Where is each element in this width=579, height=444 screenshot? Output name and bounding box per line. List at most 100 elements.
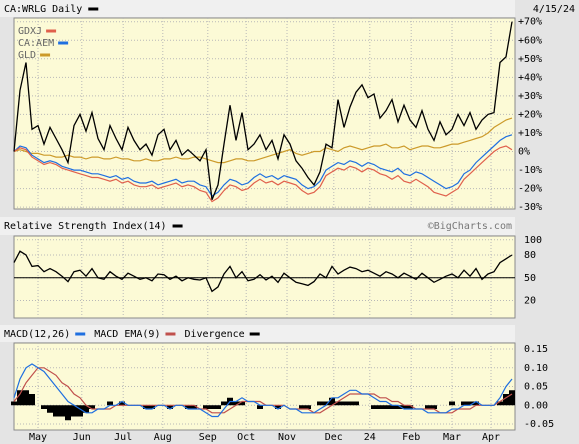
divergence-bar [17, 390, 23, 406]
divergence-bar [107, 401, 113, 406]
series-line [13, 250, 513, 293]
divergence-bar [347, 401, 353, 406]
legend-label: MACD(12,26) [4, 329, 70, 340]
divergence-bar [431, 405, 437, 409]
divergence-bar [53, 405, 59, 417]
legend-label: Divergence [184, 329, 244, 340]
y-tick-label: +60% [518, 35, 542, 46]
divergence-bar [29, 394, 35, 406]
divergence-bar [383, 405, 389, 409]
x-tick-label: Aug [154, 432, 172, 443]
plot-area [13, 235, 516, 319]
divergence-bar [377, 405, 383, 409]
x-tick-label: Nov [278, 432, 296, 443]
header-strip [0, 217, 515, 235]
y-tick-label: +10% [518, 128, 542, 139]
legend-label: GDXJ [18, 26, 42, 37]
divergence-bar [425, 405, 431, 409]
x-tick-label: Jun [73, 432, 91, 443]
y-tick-label: +70% [518, 17, 542, 28]
y-tick-label: 100 [524, 235, 542, 246]
date-label: 4/15/24 [533, 4, 575, 15]
watermark: ©BigCharts.com [428, 221, 512, 232]
divergence-bar [233, 401, 239, 406]
y-tick-label: -30% [518, 202, 542, 213]
x-tick-label: Mar [443, 432, 461, 443]
y-tick-label: -0.05 [524, 419, 554, 430]
divergence-bar [473, 401, 479, 406]
y-tick-label: 0% [518, 147, 530, 158]
y-tick-label: +50% [518, 54, 542, 65]
divergence-bar [221, 401, 227, 406]
divergence-bar [323, 401, 329, 406]
x-tick-label: May [29, 432, 47, 443]
x-tick-label: Jul [114, 432, 132, 443]
divergence-bar [203, 405, 209, 409]
divergence-bar [335, 401, 341, 406]
divergence-bar [317, 401, 323, 406]
series-line [13, 21, 513, 200]
divergence-bar [185, 405, 191, 409]
divergence-bar [389, 405, 395, 409]
divergence-bar [395, 405, 401, 409]
divergence-bar [65, 405, 71, 421]
divergence-bar [239, 401, 245, 406]
divergence-bar [257, 405, 263, 409]
divergence-bar [407, 405, 413, 409]
divergence-bar [209, 405, 215, 409]
divergence-bar [305, 405, 311, 409]
x-tick-label: Oct [237, 432, 255, 443]
y-tick-label: +30% [518, 91, 542, 102]
divergence-bar [11, 401, 17, 406]
legend-label: GLD [18, 50, 36, 61]
series-line [13, 134, 513, 197]
y-tick-label: -20% [518, 184, 542, 195]
y-tick-label: 0.05 [524, 382, 548, 393]
divergence-bar [509, 390, 515, 406]
divergence-bar [299, 405, 305, 409]
y-tick-label: 80 [524, 250, 536, 261]
x-tick-label: Apr [482, 432, 500, 443]
y-tick-label: +20% [518, 109, 542, 120]
divergence-bar [83, 405, 89, 413]
y-tick-label: -10% [518, 165, 542, 176]
divergence-bar [497, 401, 503, 406]
divergence-bar [119, 401, 125, 406]
x-tick-label: Dec [325, 432, 343, 443]
divergence-bar [401, 405, 407, 409]
divergence-bar [503, 394, 509, 406]
y-tick-label: 0.00 [524, 400, 548, 411]
series-line [13, 117, 513, 164]
divergence-bar [167, 405, 173, 409]
divergence-bar [329, 397, 335, 406]
divergence-bar [149, 405, 155, 409]
divergence-bar [467, 401, 473, 406]
divergence-bar [41, 405, 47, 409]
divergence-bar [449, 401, 455, 406]
chart-title: CA:WRLG Daily [4, 4, 82, 15]
y-tick-label: 20 [524, 296, 536, 307]
divergence-bar [77, 405, 83, 417]
divergence-bar [353, 401, 359, 406]
legend-label: CA:AEM [18, 38, 54, 49]
series-line [13, 363, 513, 418]
x-tick-label: Feb [402, 432, 420, 443]
divergence-bar [71, 405, 77, 417]
legend-label: MACD EMA(9) [94, 329, 160, 340]
divergence-bar [275, 405, 281, 409]
divergence-bar [143, 405, 149, 409]
header-strip [0, 0, 515, 17]
divergence-bar [215, 405, 221, 409]
y-tick-label: +40% [518, 72, 542, 83]
x-tick-label: Sep [199, 432, 217, 443]
y-tick-label: 0.10 [524, 363, 548, 374]
divergence-bar [89, 405, 95, 409]
divergence-bar [47, 405, 53, 413]
divergence-bar [461, 401, 467, 406]
plot-area [13, 17, 516, 210]
divergence-bar [59, 405, 65, 417]
y-tick-label: 0.15 [524, 344, 548, 355]
x-tick-label: 24 [364, 432, 376, 443]
divergence-bar [23, 390, 29, 406]
